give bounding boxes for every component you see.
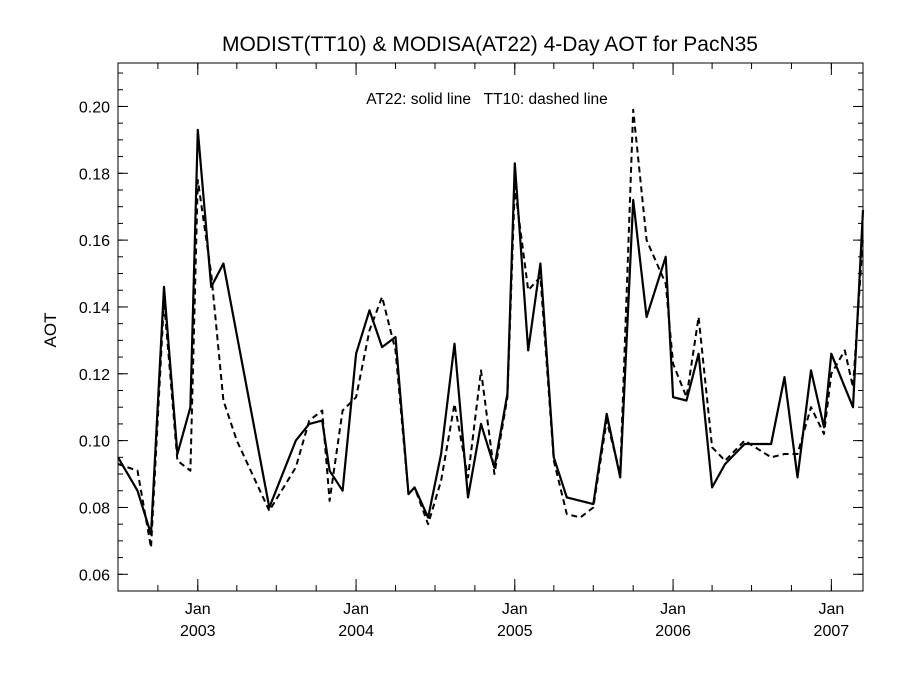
chart-title: MODIST(TT10) & MODISA(AT22) 4-Day AOT fo… [222, 33, 758, 56]
axis-ticks: 0.06 0.08 0.10 0.12 0.14 0.16 0.18 0.20 Jan 2003 J… [79, 63, 863, 640]
y-tick-label: 0.16 [79, 233, 110, 250]
x-tick-month-label: Jan [185, 601, 211, 618]
y-tick-label: 0.12 [79, 367, 110, 384]
y-tick-label: 0.10 [79, 434, 110, 451]
plot-frame [117, 62, 864, 592]
legend-annotation: AT22: solid line TT10: dashed line [366, 91, 608, 108]
y-tick-label: 0.20 [79, 99, 110, 116]
x-tick-year-label: 2006 [655, 623, 691, 640]
x-tick-month-label: Jan [502, 601, 528, 618]
series-line-solid [117, 128, 865, 536]
x-tick-year-label: 2007 [814, 623, 850, 640]
series-line-dashed [117, 108, 864, 549]
x-tick-month-label: Jan [660, 601, 686, 618]
x-tick-month-label: Jan [343, 601, 369, 618]
y-tick-label: 0.18 [79, 166, 110, 183]
x-tick-month-label: Jan [818, 601, 844, 618]
y-axis-label: AOT [41, 313, 60, 348]
x-tick-year-label: 2004 [338, 623, 374, 640]
x-tick-year-label: 2003 [180, 623, 216, 640]
series-layer [117, 108, 865, 549]
x-tick-year-label: 2005 [497, 623, 533, 640]
y-tick-label: 0.06 [79, 567, 110, 584]
y-tick-label: 0.14 [79, 300, 110, 317]
y-tick-label: 0.08 [79, 500, 110, 517]
